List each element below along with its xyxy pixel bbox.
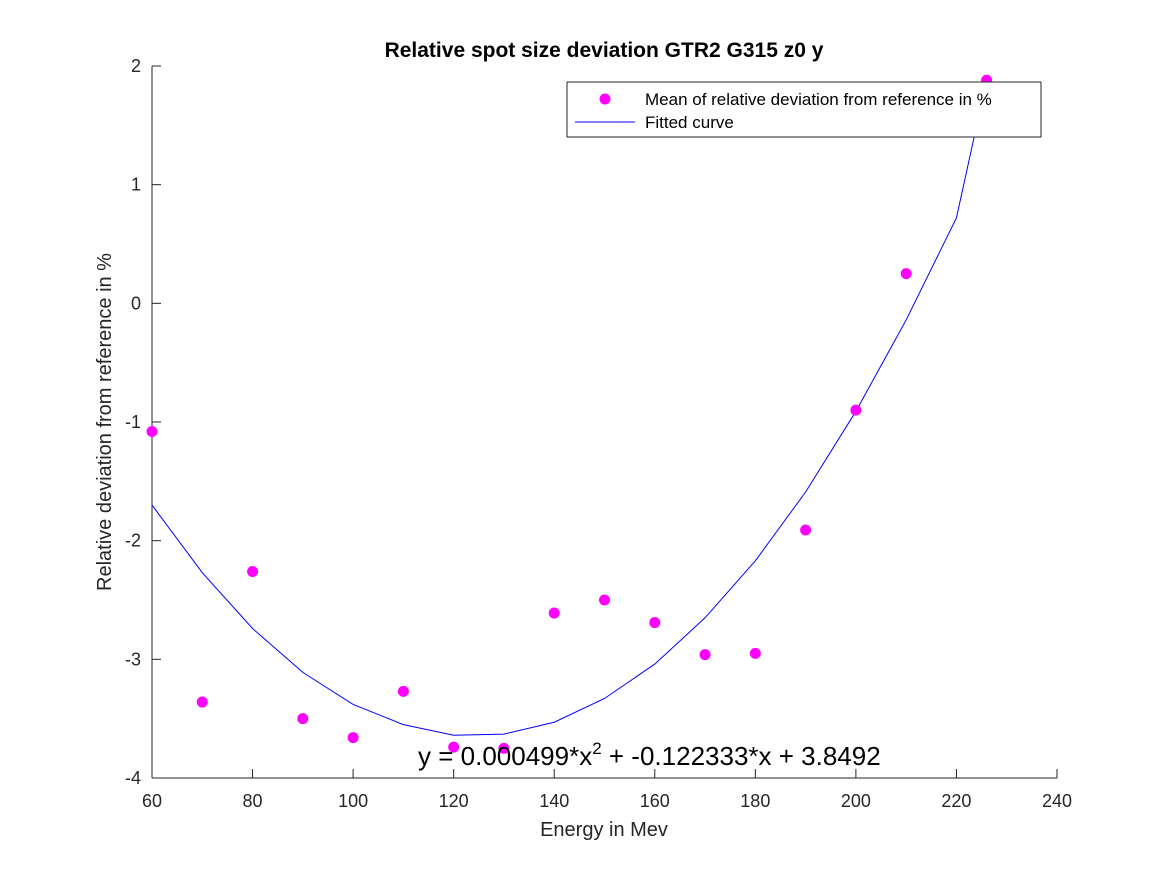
- y-tick-label: -1: [125, 412, 141, 432]
- y-tick-label: 1: [131, 175, 141, 195]
- data-point-marker: [196, 696, 208, 708]
- chart-title: Relative spot size deviation GTR2 G315 z…: [385, 39, 824, 62]
- data-point-marker: [599, 594, 610, 606]
- x-tick-label: 200: [841, 791, 871, 811]
- data-point-marker: [850, 404, 862, 416]
- legend-label-fitted-curve: Fitted curve: [645, 113, 734, 132]
- data-point-marker: [247, 566, 259, 578]
- legend-box: [566, 81, 1042, 138]
- fit-equation-superscript: 2: [592, 739, 601, 758]
- x-tick-label: 100: [338, 791, 368, 811]
- x-tick-label: 220: [941, 791, 971, 811]
- legend-marker-icon: [599, 93, 611, 105]
- x-tick-label: 160: [640, 791, 670, 811]
- plot-area: 60 80 100 120 140 160 180 200 220 240 -4 -3 -2 -1 0 1 2: [125, 56, 1072, 811]
- x-tick-label: 120: [439, 791, 469, 811]
- data-point-marker: [146, 425, 158, 437]
- x-tick-label: 80: [243, 791, 263, 811]
- legend-label-markers: Mean of relative deviation from referenc…: [645, 90, 992, 109]
- y-axis-ticks: -4 -3 -2 -1 0 1 2: [125, 56, 161, 788]
- x-axis-label: Energy in Mev: [540, 819, 668, 841]
- y-tick-label: -3: [125, 649, 141, 669]
- fit-equation-part-2: + -0.122333*x + 3.8492: [602, 741, 881, 771]
- x-tick-label: 60: [142, 791, 162, 811]
- data-point-marker: [347, 732, 359, 744]
- data-point-marker: [800, 524, 812, 536]
- fit-equation-annotation: y = 0.000499*x2 + -0.122333*x + 3.8492: [418, 739, 881, 771]
- data-point-marker: [900, 268, 912, 280]
- y-tick-label: 2: [131, 56, 141, 76]
- y-tick-label: -2: [125, 531, 141, 551]
- data-point-marker: [498, 742, 510, 754]
- axes-background: [152, 66, 1057, 778]
- data-point-marker: [649, 617, 661, 629]
- data-point-marker: [749, 647, 761, 659]
- x-tick-label: 140: [539, 791, 569, 811]
- fit-equation-part-1: y = 0.000499*x: [418, 741, 592, 771]
- x-tick-label: 240: [1042, 791, 1072, 811]
- fitted-curve-line: [151, 80, 988, 736]
- data-point-marker: [397, 685, 409, 697]
- legend: Mean of relative deviation from referenc…: [566, 81, 1042, 138]
- series-layer: [146, 74, 993, 754]
- data-point-marker: [448, 741, 460, 753]
- y-axis-label: Relative deviation from reference in %: [94, 253, 116, 591]
- data-point-marker: [699, 649, 711, 661]
- data-point-marker: [297, 713, 309, 725]
- y-tick-label: 0: [131, 293, 141, 313]
- data-point-marker: [548, 607, 560, 619]
- x-tick-label: 180: [740, 791, 770, 811]
- y-tick-label: -4: [125, 768, 141, 788]
- x-axis-ticks: 60 80 100 120 140 160 180 200 220 240: [142, 769, 1072, 811]
